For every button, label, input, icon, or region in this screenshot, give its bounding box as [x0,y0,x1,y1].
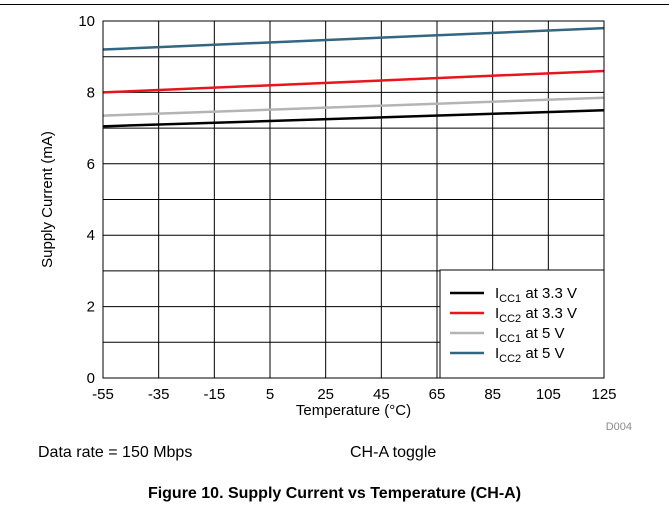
toggle-note: CH-A toggle [350,444,437,461]
legend-label: ICC1 at 3.3 V [495,285,577,305]
legend-label-main: I [495,285,499,302]
x-tick-label: 105 [536,386,561,403]
y-tick-label: 6 [87,156,95,173]
y-tick-label: 8 [87,84,95,101]
series-line [102,26,605,51]
series-lines [102,26,605,128]
legend-label-sub: CC2 [499,353,521,365]
series-line [102,109,605,128]
series-line [102,69,605,94]
legend-label: ICC2 at 3.3 V [495,305,577,325]
x-tick-label: 5 [266,386,274,403]
legend-label-rest: at 3.3 V [521,285,577,302]
x-tick-label: 45 [373,386,390,403]
x-tick-label: 65 [429,386,446,403]
y-axis-label: Supply Current (mA) [39,131,56,268]
x-tick-label: 125 [591,386,616,403]
y-tick-label: 10 [78,13,95,30]
x-tick-label: 85 [484,386,501,403]
legend-label-rest: at 5 V [521,325,564,342]
legend-label-sub: CC1 [499,293,521,305]
legend-label-main: I [495,325,499,342]
legend-label-rest: at 3.3 V [521,305,577,322]
legend-label-sub: CC1 [499,333,521,345]
legend-box [439,269,605,379]
legend-label: ICC2 at 5 V [495,345,565,365]
x-tick-label: -55 [92,386,114,403]
x-tick-label: -15 [203,386,225,403]
legend-label-rest: at 5 V [521,345,564,362]
y-tick-label: 2 [87,299,95,316]
legend-label-main: I [495,305,499,322]
legend-label: ICC1 at 5 V [495,325,565,345]
figure-caption: Figure 10. Supply Current vs Temperature… [147,485,522,502]
top-rule [0,4,669,5]
x-axis-label: Temperature (°C) [296,402,411,419]
legend-label-sub: CC2 [499,313,521,325]
y-tick-label: 4 [87,227,95,244]
supply-current-chart: -55 -35 -15 5 25 45 65 85 105 125 0 2 4 6 8 10 Supply C… [39,13,632,433]
series-line [102,96,605,117]
x-tick-label: 25 [317,386,334,403]
plot-frame [102,20,605,379]
legend-label-main: I [495,345,499,362]
tick-labels: -55 -35 -15 5 25 45 65 85 105 125 0 2 4 6 8 10 [78,13,616,403]
x-tick-label: -35 [148,386,170,403]
data-rate-note: Data rate = 150 Mbps [38,444,193,461]
figure-id-label: D004 [606,421,632,433]
y-tick-label: 0 [87,370,95,387]
